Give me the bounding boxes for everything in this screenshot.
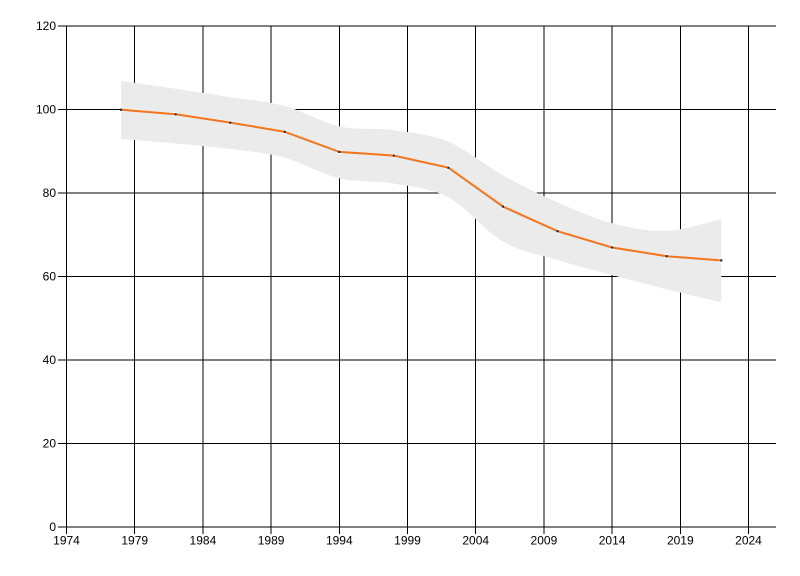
svg-text:60: 60 [43, 270, 57, 284]
svg-text:1979: 1979 [121, 534, 148, 548]
svg-text:2019: 2019 [667, 534, 694, 548]
svg-text:1974: 1974 [53, 534, 80, 548]
svg-text:2024: 2024 [735, 534, 762, 548]
svg-text:80: 80 [43, 186, 57, 200]
svg-text:1989: 1989 [258, 534, 285, 548]
svg-text:40: 40 [43, 353, 57, 367]
svg-text:2014: 2014 [599, 534, 626, 548]
svg-text:1999: 1999 [394, 534, 421, 548]
svg-text:100: 100 [36, 103, 56, 117]
svg-text:0: 0 [49, 520, 56, 534]
svg-text:1984: 1984 [190, 534, 217, 548]
svg-text:2009: 2009 [531, 534, 558, 548]
svg-text:120: 120 [36, 19, 56, 33]
svg-text:20: 20 [43, 437, 57, 451]
svg-text:2004: 2004 [462, 534, 489, 548]
svg-text:1994: 1994 [326, 534, 353, 548]
